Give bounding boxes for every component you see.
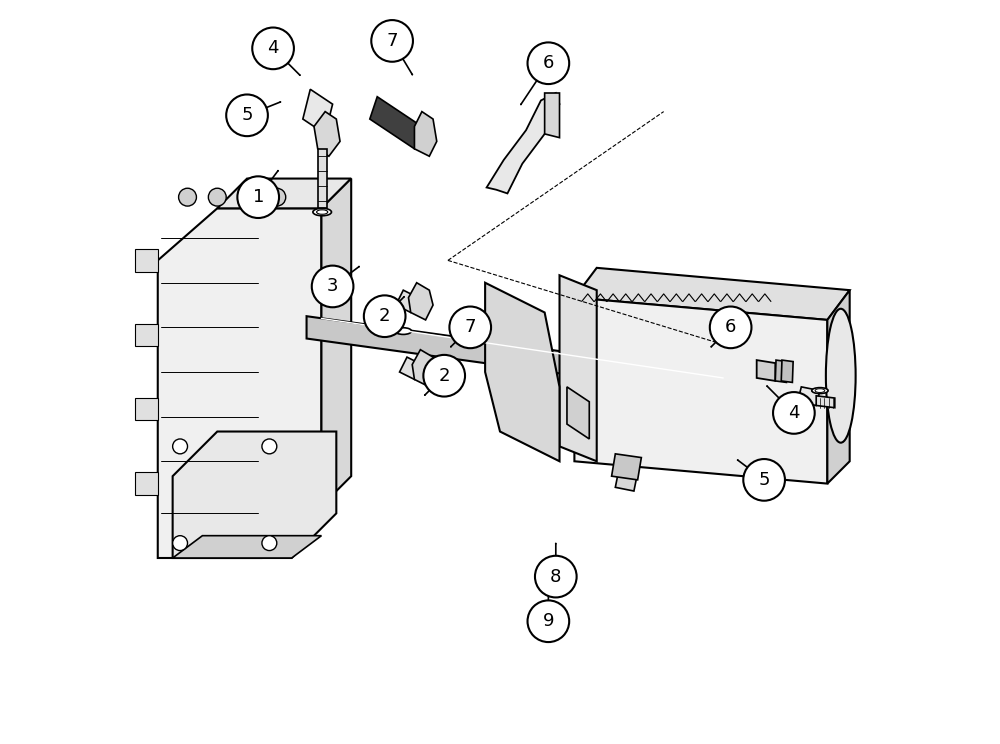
Text: 8: 8 [550,568,561,586]
Polygon shape [775,360,787,382]
Text: 2: 2 [379,307,390,325]
Polygon shape [370,97,422,149]
Text: 3: 3 [327,278,338,295]
Polygon shape [827,290,850,484]
Text: 1: 1 [253,188,264,206]
Circle shape [710,307,751,348]
Polygon shape [615,469,638,491]
Text: 5: 5 [241,106,253,124]
Ellipse shape [812,388,828,394]
Circle shape [423,355,465,397]
Polygon shape [217,179,351,208]
Circle shape [312,266,353,307]
Polygon shape [303,89,333,134]
Circle shape [268,188,286,206]
Polygon shape [567,387,589,439]
Polygon shape [487,93,560,193]
Circle shape [528,42,569,84]
Polygon shape [314,112,340,156]
Circle shape [364,295,406,337]
Polygon shape [574,268,850,320]
Polygon shape [173,536,321,558]
Polygon shape [816,396,835,408]
Circle shape [208,188,226,206]
Circle shape [449,307,491,348]
Polygon shape [158,208,321,558]
Circle shape [173,536,188,551]
Text: 7: 7 [464,318,476,336]
Polygon shape [307,316,738,398]
Ellipse shape [395,327,411,335]
Circle shape [371,20,413,62]
Polygon shape [574,298,827,484]
Polygon shape [396,290,418,312]
Polygon shape [414,112,437,156]
Circle shape [262,536,277,551]
Text: 6: 6 [725,318,736,336]
Bar [135,472,158,495]
Circle shape [173,439,188,454]
Circle shape [743,459,785,501]
Polygon shape [400,357,422,379]
Ellipse shape [317,210,328,214]
Bar [135,398,158,420]
Polygon shape [560,275,597,461]
Polygon shape [173,432,336,558]
Circle shape [238,188,256,206]
Bar [135,249,158,272]
Polygon shape [485,283,560,461]
Circle shape [528,600,569,642]
Polygon shape [321,179,351,506]
Text: 4: 4 [267,39,279,57]
Polygon shape [757,360,775,381]
Circle shape [252,28,294,69]
Text: 2: 2 [438,367,450,385]
Circle shape [535,556,577,597]
Text: 4: 4 [788,404,800,422]
Text: 7: 7 [386,32,398,50]
Circle shape [773,392,815,434]
Circle shape [262,439,277,454]
Polygon shape [545,93,560,138]
Polygon shape [318,149,327,208]
Circle shape [179,188,196,206]
Text: 9: 9 [543,612,554,630]
Polygon shape [781,360,793,382]
Text: 5: 5 [758,471,770,489]
Ellipse shape [826,309,856,443]
Polygon shape [408,283,433,320]
Polygon shape [798,387,820,405]
Circle shape [237,176,279,218]
Text: 6: 6 [543,54,554,72]
Circle shape [226,94,268,136]
Polygon shape [612,454,641,480]
Bar [135,324,158,346]
Ellipse shape [313,208,331,216]
Polygon shape [412,350,437,387]
Ellipse shape [815,388,825,393]
